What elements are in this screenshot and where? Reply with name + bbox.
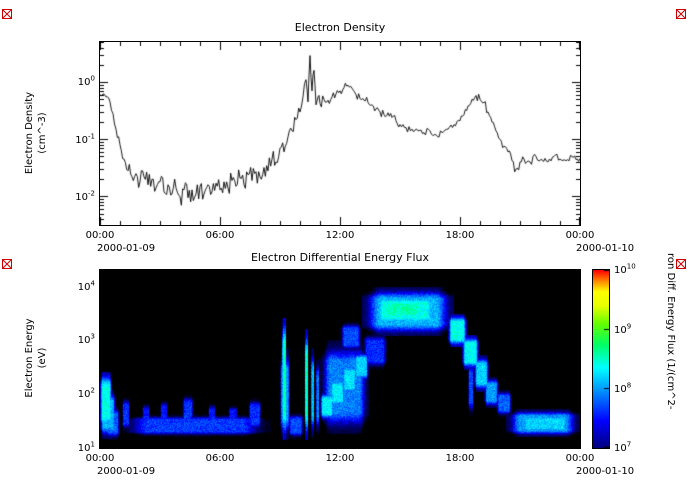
density-plot-canvas — [100, 42, 580, 225]
colorbar-tick-label: 1010 — [614, 263, 636, 277]
density-x-tick-label: 18:00 — [445, 230, 475, 241]
energy-y-axis-label: Electron Energy (eV) — [23, 318, 49, 397]
density-y-axis-label-line1: Electron Density — [24, 91, 35, 175]
spectrogram-plot-area — [99, 269, 581, 449]
density-plot-area — [99, 41, 581, 226]
flux-x-tick-label: 00:00 — [85, 453, 115, 464]
density-y-axis-label-line2: (cm^-3) — [37, 112, 48, 154]
density-x-tick-label: 00:00 — [85, 230, 115, 241]
flux-x-tick-label: 12:00 — [325, 453, 355, 464]
density-plot-title: Electron Density — [294, 21, 386, 34]
flux-x-tick-label: 06:00 — [205, 453, 235, 464]
spectrogram-canvas — [100, 270, 580, 448]
flux-x-date-right: 2000-01-10 — [576, 466, 635, 477]
flux-x-date-left: 2000-01-09 — [97, 466, 156, 477]
density-y-axis-label: Electron Density (cm^-3) — [23, 92, 49, 174]
flux-y-tick-label: 103 — [77, 333, 95, 347]
colorbar-axis-label: ron Diff. Energy Flux (1/(cm^2- — [665, 253, 676, 410]
density-y-tick-label: 100 — [77, 75, 95, 89]
density-y-tick-label: 10-2 — [75, 189, 95, 203]
broken-image-icon — [676, 4, 686, 19]
colorbar-tick-label: 109 — [614, 322, 632, 336]
flux-x-tick-label: 18:00 — [445, 453, 475, 464]
broken-image-icon — [2, 4, 12, 19]
density-x-tick-label: 00:00 — [565, 230, 595, 241]
density-x-date-left: 2000-01-09 — [97, 243, 156, 254]
colorbar-canvas — [593, 270, 609, 448]
density-x-tick-label: 12:00 — [325, 230, 355, 241]
colorbar-tick-label: 107 — [614, 441, 632, 455]
energy-y-axis-label-line1: Electron Energy — [24, 318, 35, 398]
broken-image-icon — [2, 254, 12, 269]
density-x-tick-label: 06:00 — [205, 230, 235, 241]
broken-image-icon — [676, 254, 686, 269]
energy-y-axis-label-line2: (eV) — [37, 347, 48, 369]
density-x-date-right: 2000-01-10 — [576, 243, 635, 254]
flux-y-tick-label: 101 — [77, 441, 95, 455]
flux-y-tick-label: 104 — [77, 279, 95, 293]
flux-plot-title: Electron Differential Energy Flux — [250, 251, 430, 264]
colorbar-tick-label: 108 — [614, 381, 632, 395]
density-y-tick-label: 10-1 — [75, 132, 95, 146]
flux-x-tick-label: 00:00 — [565, 453, 595, 464]
colorbar — [592, 269, 610, 449]
flux-y-tick-label: 102 — [77, 387, 95, 401]
